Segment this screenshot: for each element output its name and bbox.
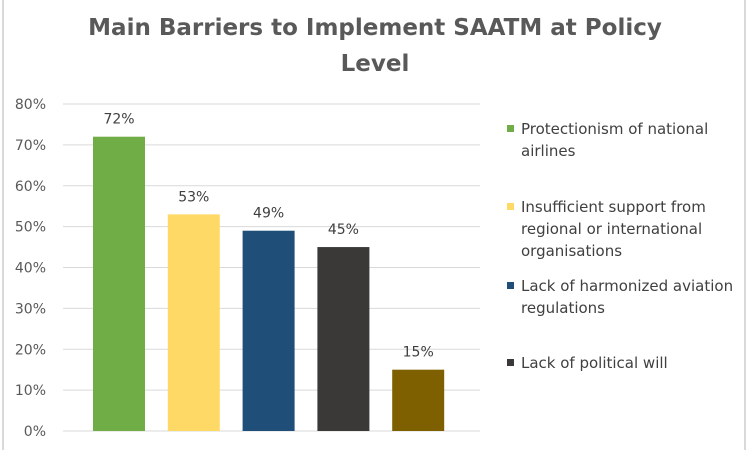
y-tick-label: 70% <box>15 138 46 154</box>
bar <box>167 214 220 431</box>
data-label: 45% <box>328 222 359 238</box>
legend-marker <box>507 125 514 132</box>
y-tick-label: 20% <box>15 342 46 358</box>
data-label: 53% <box>178 189 209 205</box>
chart-title: Main Barriers to Implement SAATM at Poli… <box>88 15 662 77</box>
data-label: 72% <box>103 112 134 128</box>
legend-marker <box>507 282 514 289</box>
legend-item: Protectionism of national airlines <box>507 118 736 162</box>
y-tick-label: 80% <box>15 97 46 113</box>
legend-marker <box>507 203 514 210</box>
y-tick-label: 50% <box>15 220 46 236</box>
bar <box>242 230 295 431</box>
legend-item: Lack of harmonized aviation regulations <box>507 275 736 319</box>
bar <box>317 247 370 431</box>
data-label: 15% <box>403 345 434 361</box>
y-tick-label: 30% <box>15 301 46 317</box>
legend-label: Lack of harmonized aviation regulations <box>521 277 734 317</box>
legend-label: Lack of political will <box>521 354 668 372</box>
legend-label: Insufficient support from regional or in… <box>521 198 706 260</box>
legend-marker <box>507 359 514 366</box>
legend-label: Protectionism of national airlines <box>521 120 709 160</box>
legend-item: Insufficient support from regional or in… <box>507 196 736 262</box>
y-tick-label: 60% <box>15 179 46 195</box>
bar <box>392 369 445 431</box>
bar <box>93 136 145 431</box>
legend-item: Lack of political will <box>507 352 736 374</box>
y-tick-label: 10% <box>15 383 46 399</box>
y-tick-label: 0% <box>24 424 46 440</box>
data-label: 49% <box>253 206 284 222</box>
y-tick-label: 40% <box>15 261 46 277</box>
